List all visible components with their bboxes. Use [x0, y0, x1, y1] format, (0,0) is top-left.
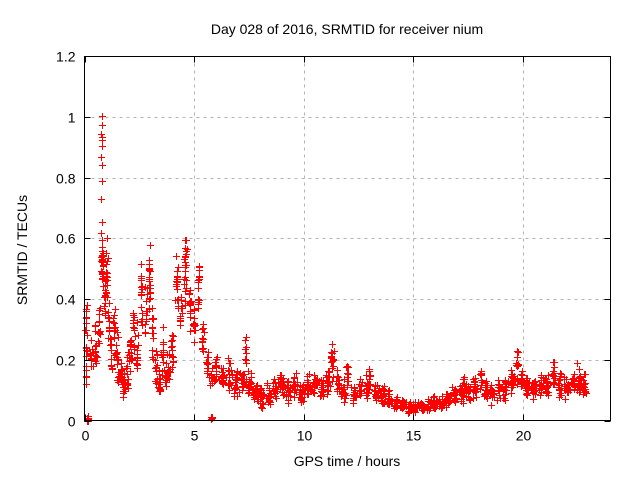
tick-labels: 0 5 10 15 20 0 0.2 0.4 0.6 0.8 1 1.2 [56, 49, 531, 444]
y-tick-label: 1 [68, 110, 76, 126]
y-tick-label: 0.6 [56, 231, 76, 247]
x-axis-label: GPS time / hours [293, 453, 401, 469]
y-tick-label: 0.2 [56, 353, 76, 369]
grid-lines [84, 56, 611, 421]
x-tick-label: 20 [516, 428, 532, 444]
x-tick-label: 10 [297, 428, 313, 444]
chart-title: Day 028 of 2016, SRMTID for receiver niu… [210, 21, 484, 37]
x-tick-label: 5 [191, 428, 199, 444]
y-tick-label: 0.8 [56, 171, 76, 187]
y-tick-label: 0.4 [56, 292, 76, 308]
x-tick-label: 15 [406, 428, 422, 444]
data-points [82, 113, 590, 425]
x-tick-label: 0 [82, 428, 90, 444]
y-tick-label: 1.2 [56, 49, 76, 65]
plot-frame [84, 56, 611, 422]
y-tick-label: 0 [68, 414, 76, 430]
